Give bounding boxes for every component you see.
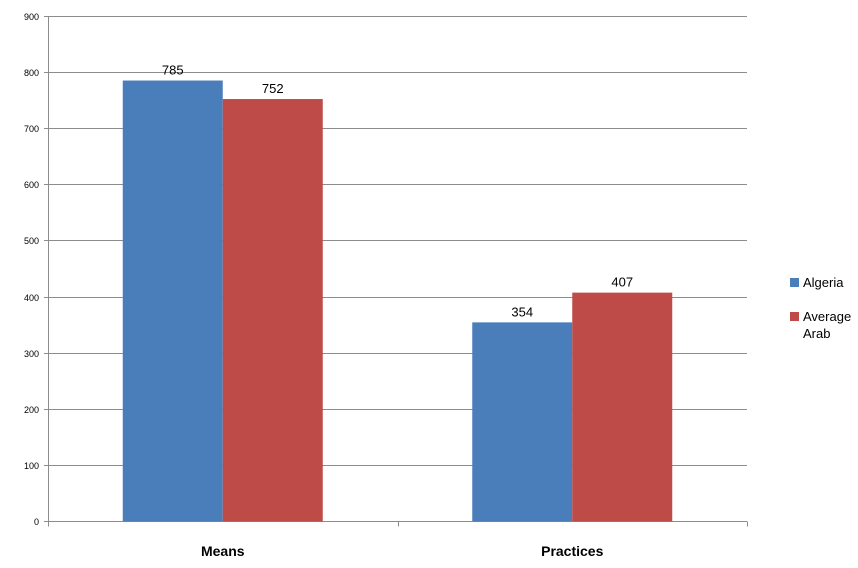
- bar-algeria-practices: [472, 322, 572, 521]
- y-tick-label-200: 200: [24, 405, 39, 415]
- y-tick-label-500: 500: [24, 236, 39, 246]
- y-tick-label-800: 800: [24, 68, 39, 78]
- bar-average-arab-means: [223, 99, 323, 521]
- bar-average-arab-practices: [572, 293, 672, 522]
- y-tick-label-300: 300: [24, 349, 39, 359]
- bar-algeria-means: [123, 81, 223, 522]
- legend-swatch-average-arab: [790, 312, 799, 321]
- data-label-average-arab-means: 752: [262, 81, 284, 96]
- legend-label-average-arab: Average Arab: [803, 308, 858, 342]
- legend-swatch-algeria: [790, 278, 799, 287]
- data-label-algeria-means: 785: [162, 63, 184, 78]
- y-tick-label-100: 100: [24, 461, 39, 471]
- x-category-label-practices: Practices: [541, 543, 603, 559]
- y-tick-label-400: 400: [24, 293, 39, 303]
- y-tick-label-900: 900: [24, 12, 39, 22]
- y-tick-label-600: 600: [24, 180, 39, 190]
- legend-item-algeria: Algeria: [790, 274, 858, 291]
- data-label-algeria-practices: 354: [511, 304, 533, 319]
- y-tick-label-700: 700: [24, 124, 39, 134]
- legend: Algeria Average Arab: [790, 274, 858, 359]
- legend-item-average-arab: Average Arab: [790, 308, 858, 342]
- x-category-label-means: Means: [201, 543, 245, 559]
- legend-label-algeria: Algeria: [803, 274, 858, 291]
- bars: [123, 81, 673, 522]
- data-label-average-arab-practices: 407: [611, 275, 633, 290]
- y-tick-label-0: 0: [34, 517, 39, 527]
